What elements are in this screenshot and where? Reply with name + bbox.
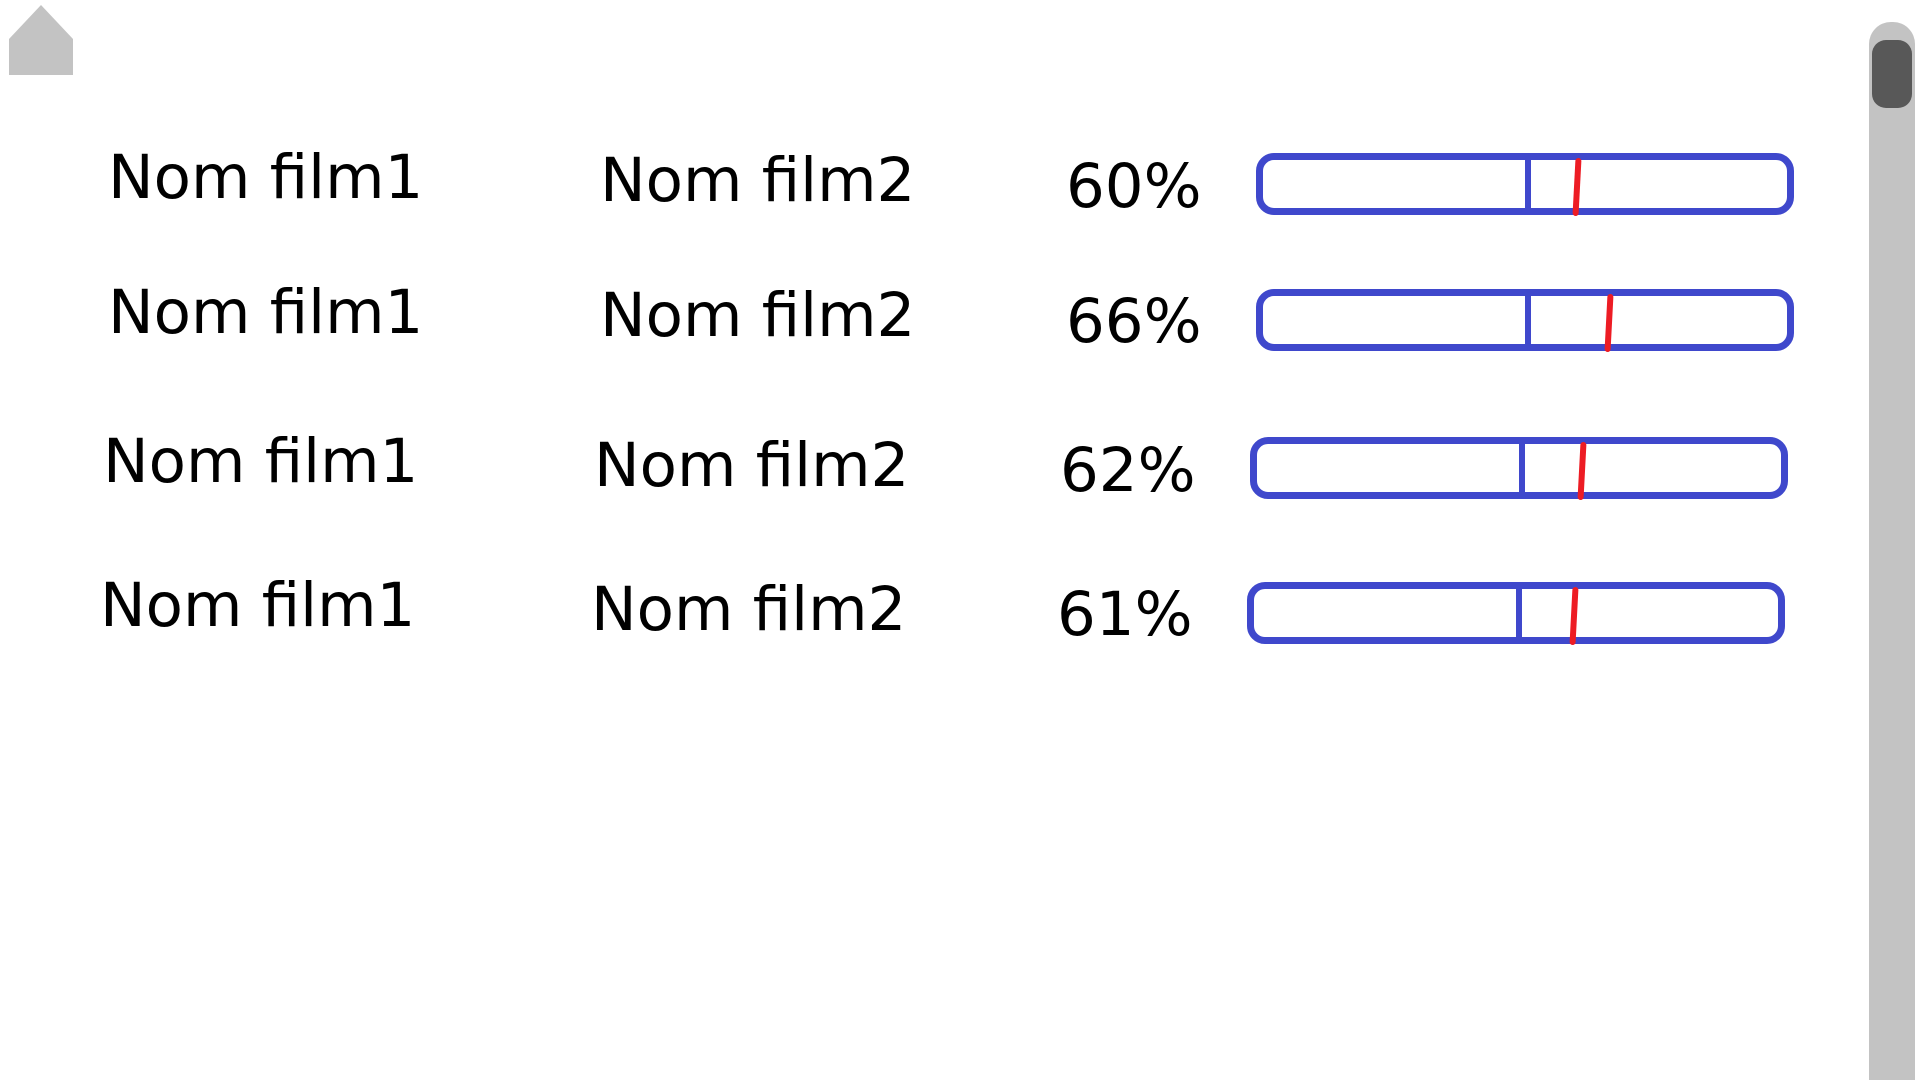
similarity-gauge [1256, 153, 1794, 217]
similarity-percent: 60% [1066, 151, 1202, 222]
gauge-needle [1572, 157, 1582, 217]
gauge-midpoint-marker [1519, 438, 1525, 493]
similarity-percent: 61% [1057, 579, 1193, 650]
gauge-needle [1604, 293, 1614, 353]
comparison-row: Nom film1 Nom film2 62% [0, 431, 1820, 541]
film1-title: Nom film1 [108, 277, 424, 348]
gauge-needle [1569, 586, 1579, 646]
similarity-gauge [1250, 437, 1788, 501]
gauge-needle [1577, 441, 1587, 501]
film1-title: Nom film1 [108, 142, 424, 213]
film1-title: Nom film1 [103, 426, 419, 497]
comparison-row: Nom film1 Nom film2 61% [0, 575, 1820, 685]
similarity-percent: 66% [1066, 286, 1202, 357]
similarity-gauge [1256, 289, 1794, 353]
similarity-percent: 62% [1060, 435, 1196, 506]
gauge-midpoint-marker [1525, 290, 1531, 345]
scrollbar-thumb[interactable] [1872, 40, 1912, 108]
similarity-gauge [1247, 582, 1785, 646]
vertical-scrollbar[interactable] [1869, 22, 1915, 1080]
home-icon-shape [9, 5, 73, 75]
comparison-row: Nom film1 Nom film2 66% [0, 282, 1820, 392]
film2-title: Nom film2 [600, 145, 916, 216]
comparison-row: Nom film1 Nom film2 60% [0, 145, 1820, 255]
gauge-midpoint-marker [1516, 583, 1522, 638]
film2-title: Nom film2 [594, 430, 910, 501]
film1-title: Nom film1 [100, 570, 416, 641]
home-icon[interactable] [9, 5, 73, 75]
gauge-midpoint-marker [1525, 154, 1531, 209]
film2-title: Nom film2 [600, 280, 916, 351]
film2-title: Nom film2 [591, 574, 907, 645]
